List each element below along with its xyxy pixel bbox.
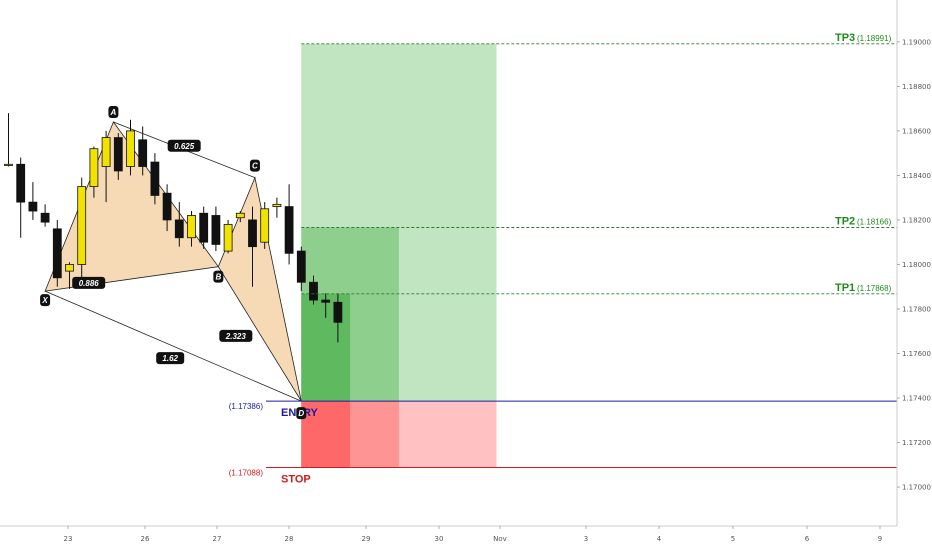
point-a: A bbox=[110, 108, 117, 117]
y-tick-label: 1.17000 bbox=[902, 484, 931, 492]
y-tick-label: 1.18000 bbox=[902, 261, 931, 269]
x-tick-label: 27 bbox=[213, 535, 222, 543]
x-tick-label: 4 bbox=[657, 535, 662, 543]
trade-zones bbox=[301, 43, 497, 468]
stop-price-label: (1.17088) bbox=[229, 468, 264, 477]
candle-bull bbox=[260, 208, 270, 243]
x-tick-label: 26 bbox=[141, 535, 150, 543]
y-tick-label: 1.19000 bbox=[902, 38, 931, 46]
candle-bear bbox=[162, 192, 172, 221]
x-tick-label: 23 bbox=[64, 535, 73, 543]
tp1-price: (1.17868) bbox=[857, 284, 892, 293]
ratio-2-323: 2.323 bbox=[225, 332, 247, 341]
trade-levels: (1.17386)ENTRY(1.17088)STOPTP1(1.17868)T… bbox=[229, 32, 897, 485]
candle-bear bbox=[284, 206, 294, 254]
ratio-0-625: 0.625 bbox=[174, 142, 195, 151]
y-tick-label: 1.17200 bbox=[902, 439, 931, 447]
ratio-2-323-bg bbox=[219, 329, 253, 342]
candle-bear bbox=[199, 212, 209, 243]
y-tick-label: 1.18800 bbox=[902, 83, 931, 91]
y-tick-label: 1.18600 bbox=[902, 127, 931, 135]
stop-label: STOP bbox=[281, 473, 311, 485]
candle-bear bbox=[248, 219, 257, 248]
candle-bull bbox=[187, 215, 196, 239]
y-tick-label: 1.17400 bbox=[902, 395, 931, 403]
candle-bull bbox=[223, 223, 233, 252]
ratio-1-62: 1.62 bbox=[162, 354, 178, 363]
x-tick-label: 9 bbox=[878, 535, 882, 543]
point-d: D bbox=[298, 409, 304, 418]
candlesticks bbox=[4, 113, 343, 343]
point-a-bg bbox=[108, 105, 119, 118]
candle-bear bbox=[296, 250, 306, 283]
candle-bear bbox=[52, 228, 62, 279]
point-b: B bbox=[215, 273, 221, 282]
x-tick-label: 28 bbox=[285, 535, 294, 543]
candle-bear bbox=[211, 215, 221, 245]
candle-bear bbox=[138, 139, 148, 167]
candle-bear bbox=[333, 301, 343, 323]
candle-bear bbox=[309, 281, 318, 301]
candle-bull bbox=[126, 130, 135, 167]
point-b-bg bbox=[213, 270, 224, 283]
pattern-labels: X A B C D 0.625 0.886 1.62 2.323 bbox=[40, 105, 307, 420]
candle-bull bbox=[101, 137, 111, 167]
candle-bull bbox=[272, 203, 282, 207]
candle-bull bbox=[77, 186, 87, 265]
tp3-label: TP3 bbox=[835, 32, 855, 44]
y-tick-label: 1.18400 bbox=[902, 172, 931, 180]
point-d-bg bbox=[296, 407, 307, 420]
y-tick-label: 1.17800 bbox=[902, 305, 931, 313]
x-tick-label: 29 bbox=[362, 535, 371, 543]
x-tick-label: 5 bbox=[731, 535, 735, 543]
candle-bull bbox=[4, 163, 13, 166]
candle-bear bbox=[113, 137, 123, 172]
candle-bull bbox=[89, 148, 99, 187]
tp2-label: TP2 bbox=[835, 215, 855, 227]
tp2-price: (1.18166) bbox=[857, 217, 892, 226]
candle-bull bbox=[65, 264, 74, 272]
candle-bear bbox=[28, 201, 38, 212]
tp3-price: (1.18991) bbox=[857, 34, 892, 43]
ratio-0-625-bg bbox=[167, 139, 201, 152]
entry-price-label: (1.17386) bbox=[229, 402, 264, 411]
candle-bear bbox=[150, 161, 160, 196]
candle-bear bbox=[174, 219, 184, 239]
ratio-0-886: 0.886 bbox=[79, 279, 100, 288]
ratio-1-62-bg bbox=[156, 352, 185, 365]
candle-bear bbox=[321, 299, 331, 303]
x-tick-label: 6 bbox=[805, 535, 810, 543]
tp1-label: TP1 bbox=[835, 282, 855, 294]
candle-bear bbox=[16, 163, 26, 203]
point-x-bg bbox=[40, 294, 51, 307]
point-c: C bbox=[252, 162, 258, 171]
candle-bear bbox=[40, 212, 50, 223]
x-tick-label: Nov bbox=[493, 535, 507, 543]
x-tick-label: 3 bbox=[584, 535, 588, 543]
point-x: X bbox=[41, 296, 48, 305]
candle-bull bbox=[235, 212, 245, 219]
y-tick-label: 1.18200 bbox=[902, 216, 931, 224]
y-tick-label: 1.17600 bbox=[902, 350, 931, 358]
stop-zone-dark bbox=[301, 401, 351, 468]
ratio-0-886-bg bbox=[72, 276, 106, 289]
point-c-bg bbox=[249, 159, 260, 172]
x-tick-label: 30 bbox=[435, 535, 444, 543]
line-xd bbox=[44, 290, 302, 402]
harmonic-pattern bbox=[44, 121, 302, 402]
triangle-bcd bbox=[217, 176, 302, 402]
